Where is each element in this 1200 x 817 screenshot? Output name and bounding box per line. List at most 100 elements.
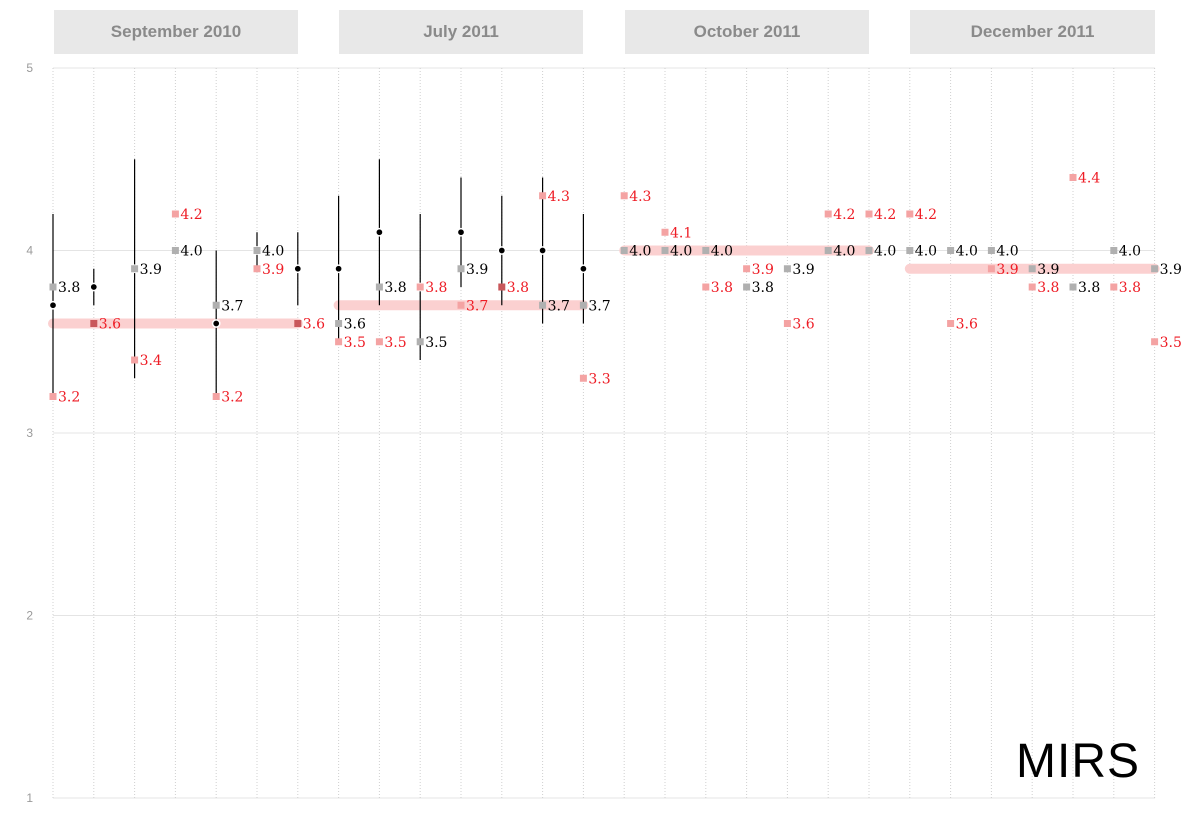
data-point-marker [579, 301, 587, 309]
data-point-marker [987, 247, 995, 254]
data-point-marker [783, 320, 791, 327]
data-point-marker [212, 393, 220, 400]
data-point-label: 3.8 [58, 280, 80, 296]
data-point-label: 3.7 [221, 298, 243, 314]
data-point-marker [783, 265, 791, 273]
data-point-label: 3.9 [466, 262, 488, 278]
data-point-label: 3.5 [344, 335, 366, 351]
data-point-marker [212, 301, 220, 309]
data-point-marker [824, 247, 832, 254]
data-point-label: 3.7 [466, 298, 488, 314]
data-point-label: 3.9 [262, 262, 284, 278]
data-point-label: 3.4 [140, 353, 162, 369]
data-point-label: 3.6 [303, 317, 325, 333]
data-point-label: 4.4 [1078, 171, 1100, 187]
data-point-marker [416, 338, 424, 346]
data-point-marker [1151, 338, 1159, 346]
data-point-marker [498, 283, 506, 291]
data-point-label: 4.2 [874, 207, 896, 223]
mean-dot [538, 246, 547, 255]
data-point-label: 3.3 [588, 371, 610, 387]
data-point-label: 4.0 [262, 244, 284, 260]
data-point-label: 3.8 [384, 280, 406, 296]
data-point-label: 4.3 [548, 189, 570, 205]
data-point-marker [1069, 174, 1077, 181]
data-point-marker [743, 265, 751, 273]
data-point-marker [579, 374, 587, 382]
data-point-label: 3.5 [425, 335, 447, 351]
data-point-label: 4.2 [180, 207, 202, 223]
data-point-marker [865, 247, 873, 254]
data-point-label: 3.8 [425, 280, 447, 296]
mean-dot [456, 227, 466, 237]
data-point-marker [171, 247, 179, 254]
data-point-label: 3.7 [588, 298, 610, 314]
data-point-marker [661, 228, 669, 236]
data-point-label: 3.2 [221, 390, 243, 406]
data-point-marker [131, 265, 139, 273]
data-point-label: 4.0 [996, 244, 1018, 260]
data-point-label: 3.6 [956, 317, 978, 333]
data-point-marker [457, 265, 465, 273]
data-point-marker [1028, 265, 1036, 273]
data-point-label: 3.6 [99, 317, 121, 333]
data-point-label: 3.5 [384, 335, 406, 351]
data-point-marker [947, 320, 955, 327]
data-point-marker [824, 210, 832, 218]
data-point-label: 4.2 [833, 207, 855, 223]
data-point-label: 3.9 [792, 262, 814, 278]
data-point-label: 3.8 [711, 280, 733, 296]
data-point-marker [702, 247, 710, 254]
data-point-marker [457, 301, 465, 309]
data-point-label: 4.3 [629, 189, 651, 205]
data-point-label: 3.9 [752, 262, 774, 278]
data-point-marker [375, 283, 383, 291]
data-point-marker [253, 265, 261, 273]
mean-dot [48, 300, 58, 310]
data-point-marker [131, 356, 139, 364]
y-tick-label: 2 [26, 609, 33, 623]
data-point-label: 3.9 [140, 262, 162, 278]
data-point-label: 4.0 [833, 244, 855, 260]
data-point-label: 3.6 [344, 317, 366, 333]
mean-dot [211, 319, 221, 328]
group-header-july-2011: July 2011 [339, 10, 583, 54]
mean-dot [293, 264, 303, 274]
data-point-marker [702, 283, 710, 291]
data-point-label: 4.0 [1119, 244, 1141, 260]
data-point-label: 3.9 [1037, 262, 1059, 278]
data-point-marker [1110, 283, 1118, 291]
mean-dot [375, 227, 384, 237]
data-point-marker [987, 265, 995, 273]
data-point-marker [90, 320, 98, 327]
data-point-marker [1028, 283, 1036, 291]
data-point-marker [1151, 265, 1159, 273]
mean-dot [497, 246, 507, 255]
data-point-label: 4.0 [711, 244, 733, 260]
data-point-marker [1110, 247, 1118, 254]
y-tick-label: 5 [26, 61, 33, 75]
data-point-marker [865, 210, 873, 218]
data-point-marker [375, 338, 383, 346]
data-point-label: 3.6 [792, 317, 814, 333]
data-point-marker [335, 338, 343, 346]
data-point-label: 3.8 [1037, 280, 1059, 296]
data-point-marker [253, 247, 261, 254]
data-point-label: 4.1 [670, 225, 692, 241]
data-point-marker [620, 192, 628, 200]
data-point-marker [539, 192, 547, 200]
mean-dot [334, 264, 343, 274]
data-point-marker [947, 247, 955, 254]
data-point-marker [49, 393, 57, 400]
data-point-label: 3.8 [1078, 280, 1100, 296]
data-point-marker [906, 210, 914, 218]
mean-dot [89, 282, 99, 292]
data-point-marker [906, 247, 914, 254]
group-header-september-2010: September 2010 [54, 10, 298, 54]
data-point-marker [661, 247, 669, 254]
data-point-label: 4.0 [629, 244, 651, 260]
brand-logo: MIRS [1016, 735, 1140, 788]
y-tick-label: 4 [26, 244, 33, 258]
data-point-marker [49, 283, 57, 291]
